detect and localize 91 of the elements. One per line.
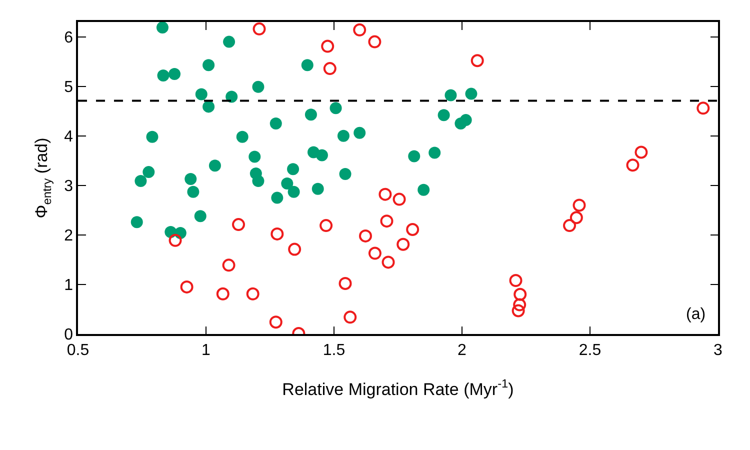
point xyxy=(330,102,342,114)
point xyxy=(392,192,406,206)
point xyxy=(396,238,410,251)
point xyxy=(572,198,586,212)
point xyxy=(252,174,264,187)
point xyxy=(339,168,352,180)
point xyxy=(323,62,336,76)
x-tick-label: 2.5 xyxy=(578,342,602,359)
point xyxy=(418,184,430,196)
y-tick-label: 0 xyxy=(64,326,74,344)
point xyxy=(408,150,420,162)
point xyxy=(223,36,236,48)
point xyxy=(252,22,266,36)
point xyxy=(378,188,392,201)
point xyxy=(406,223,420,236)
point xyxy=(248,150,261,163)
point xyxy=(194,210,206,222)
point xyxy=(180,280,194,294)
point xyxy=(130,216,143,228)
point xyxy=(368,246,382,260)
point xyxy=(134,174,147,187)
point xyxy=(382,256,395,269)
point xyxy=(195,88,208,100)
point xyxy=(626,158,640,172)
x-tick-label: 1.5 xyxy=(322,342,346,359)
point xyxy=(312,182,324,195)
point xyxy=(344,310,357,324)
point xyxy=(438,109,450,122)
point xyxy=(232,218,246,232)
point xyxy=(460,114,472,126)
point xyxy=(146,130,158,143)
point xyxy=(222,258,236,272)
point xyxy=(634,146,648,159)
point xyxy=(168,68,181,80)
point xyxy=(358,229,372,242)
point xyxy=(208,160,221,172)
point xyxy=(157,69,170,82)
point xyxy=(428,146,441,159)
y-tick-label: 6 xyxy=(64,29,74,46)
annotation: (a) xyxy=(686,306,706,323)
point xyxy=(354,126,366,139)
point xyxy=(444,89,457,102)
point xyxy=(288,186,300,198)
point xyxy=(168,234,182,247)
point xyxy=(512,304,525,318)
y-tick-label: 5 xyxy=(64,78,74,96)
point xyxy=(509,274,522,288)
point xyxy=(202,100,215,113)
point xyxy=(304,108,317,121)
point xyxy=(184,172,197,185)
point xyxy=(142,166,155,178)
y-tick-label: 4 xyxy=(64,128,74,146)
point xyxy=(252,80,264,93)
point xyxy=(380,214,394,228)
x-axis-title: Relative Migration Rate (Myr$^{-1}$) xyxy=(282,376,514,399)
point xyxy=(288,242,302,256)
x-tick-label: 1 xyxy=(202,342,211,359)
point xyxy=(216,287,230,300)
x-tick-label: 2 xyxy=(458,342,467,359)
point xyxy=(337,130,350,142)
x-tick-label: 0.5 xyxy=(66,342,90,359)
point xyxy=(226,90,238,103)
point xyxy=(281,177,294,190)
point xyxy=(465,88,478,100)
point xyxy=(287,163,300,176)
point xyxy=(269,316,282,329)
point xyxy=(514,288,527,301)
point xyxy=(513,298,526,312)
point xyxy=(321,40,334,53)
y-tick-label: 2 xyxy=(64,228,74,245)
point xyxy=(470,54,484,68)
x-tick-label: 3 xyxy=(714,342,723,359)
point xyxy=(320,219,333,232)
point xyxy=(353,23,366,36)
point xyxy=(246,287,260,300)
point xyxy=(202,59,215,72)
point xyxy=(156,22,168,34)
point xyxy=(338,276,352,290)
point xyxy=(271,192,284,204)
point xyxy=(563,219,576,232)
point xyxy=(570,211,583,224)
point xyxy=(696,102,710,115)
point xyxy=(316,149,328,162)
y-tick-label: 1 xyxy=(64,277,74,294)
point xyxy=(270,227,284,240)
point xyxy=(368,35,382,48)
point xyxy=(236,130,248,143)
point xyxy=(301,59,314,72)
point xyxy=(187,186,200,198)
y-tick-label: 3 xyxy=(64,178,74,196)
point xyxy=(270,118,282,130)
